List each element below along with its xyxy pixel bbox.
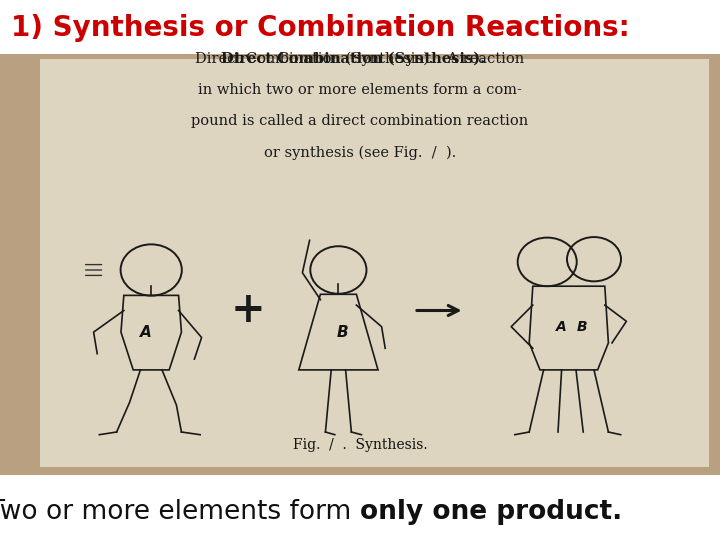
Text: B: B (336, 325, 348, 340)
Text: A: A (557, 320, 567, 334)
Text: A: A (140, 325, 151, 340)
FancyBboxPatch shape (40, 59, 709, 467)
Text: in which two or more elements form a com-: in which two or more elements form a com… (198, 83, 522, 97)
Text: Two or more elements form: Two or more elements form (0, 499, 360, 525)
Text: Direct Combination (Synthesis).: Direct Combination (Synthesis). (221, 51, 485, 66)
Text: 1) Synthesis or Combination Reactions:: 1) Synthesis or Combination Reactions: (11, 14, 629, 42)
Text: pound is called a direct combination reaction: pound is called a direct combination rea… (192, 114, 528, 128)
Text: +: + (231, 289, 266, 332)
Text: Fig.  /  .  Synthesis.: Fig. / . Synthesis. (293, 438, 427, 453)
Text: B: B (577, 320, 587, 334)
Text: Direct Combination (Synthesis).   A reaction: Direct Combination (Synthesis). A reacti… (195, 51, 525, 66)
Text: or synthesis (see Fig.  /  ).: or synthesis (see Fig. / ). (264, 145, 456, 160)
Text: only one product.: only one product. (360, 499, 622, 525)
FancyBboxPatch shape (0, 54, 720, 475)
